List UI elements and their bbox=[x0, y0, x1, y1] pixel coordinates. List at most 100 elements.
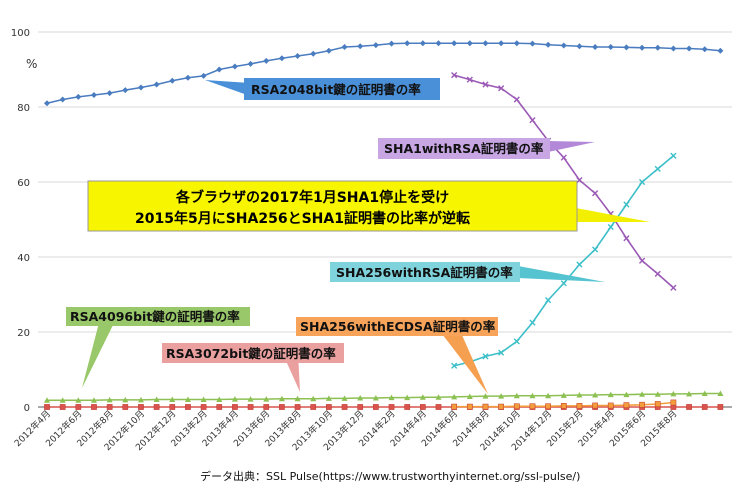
callout-rsa2048-label: RSA2048bit鍵の証明書の率 bbox=[251, 82, 421, 97]
y-tick-label: 20 bbox=[17, 328, 30, 339]
callout-sha256rsa-pointer bbox=[518, 266, 605, 282]
data-point bbox=[341, 395, 348, 401]
data-point bbox=[639, 401, 645, 408]
annotation-line-2: 2015年5月にSHA256とSHA1証明書の比率が逆転 bbox=[135, 210, 470, 227]
data-point bbox=[576, 43, 583, 50]
data-point bbox=[513, 40, 520, 47]
data-point bbox=[545, 297, 552, 304]
callout-rsa4096-label: RSA4096bit鍵の証明書の率 bbox=[70, 309, 240, 324]
data-point bbox=[419, 394, 426, 400]
data-point bbox=[404, 40, 411, 47]
data-point bbox=[185, 404, 191, 410]
data-point bbox=[623, 201, 630, 208]
data-point bbox=[44, 397, 50, 403]
annotation-reversal: 各ブラウザの2017年1月SHA1停止を受け 2015年5月にSHA256とSH… bbox=[87, 180, 650, 232]
data-point bbox=[404, 404, 411, 410]
data-point bbox=[576, 392, 583, 398]
data-point bbox=[545, 392, 552, 399]
data-point bbox=[607, 223, 614, 231]
data-point bbox=[325, 395, 332, 401]
data-point bbox=[372, 395, 379, 401]
data-point bbox=[372, 42, 379, 49]
data-point bbox=[576, 261, 583, 268]
data-point bbox=[576, 403, 583, 409]
data-point bbox=[560, 280, 567, 287]
data-point bbox=[137, 84, 144, 91]
data-point bbox=[545, 41, 552, 48]
data-point bbox=[310, 50, 317, 57]
data-point bbox=[607, 402, 614, 409]
data-point bbox=[357, 404, 364, 410]
data-point bbox=[232, 404, 238, 410]
data-point bbox=[686, 45, 693, 52]
data-point bbox=[200, 396, 207, 402]
data-point bbox=[169, 77, 176, 84]
x-axis: 2012年4月2012年6月2012年8月2012年10月2012年12月201… bbox=[12, 408, 680, 454]
series-line bbox=[47, 392, 721, 402]
data-point bbox=[294, 395, 301, 402]
data-point bbox=[466, 40, 473, 47]
data-point bbox=[607, 391, 614, 398]
data-point bbox=[106, 396, 113, 403]
data-point bbox=[623, 391, 630, 398]
data-point bbox=[106, 90, 113, 97]
data-point bbox=[263, 396, 270, 402]
data-point bbox=[122, 396, 129, 403]
source-note: データ出典：SSL Pulse(https://www.trustworthyi… bbox=[200, 469, 580, 483]
data-point bbox=[357, 43, 364, 50]
data-point bbox=[216, 396, 223, 402]
data-point bbox=[592, 190, 599, 197]
data-point bbox=[466, 76, 473, 83]
data-point bbox=[200, 404, 207, 410]
data-point bbox=[435, 404, 442, 410]
data-point bbox=[326, 404, 332, 410]
data-point bbox=[59, 397, 66, 403]
data-point bbox=[278, 55, 285, 62]
series-0 bbox=[44, 40, 724, 107]
data-point bbox=[717, 404, 724, 410]
data-point bbox=[435, 394, 442, 400]
data-point bbox=[654, 165, 661, 172]
y-tick-label: 40 bbox=[17, 253, 30, 264]
data-point bbox=[216, 66, 223, 73]
data-point bbox=[576, 177, 583, 184]
data-point bbox=[278, 395, 285, 402]
series-3 bbox=[44, 390, 724, 403]
annotation-reversal-box bbox=[87, 180, 578, 232]
data-point bbox=[529, 117, 536, 124]
data-point bbox=[654, 391, 661, 397]
data-point bbox=[310, 395, 317, 402]
data-point bbox=[90, 92, 97, 98]
series-1 bbox=[451, 72, 677, 291]
data-point bbox=[106, 404, 113, 410]
data-point bbox=[451, 393, 458, 400]
data-point bbox=[90, 397, 97, 403]
callout-sha256rsa-box bbox=[330, 262, 520, 282]
data-point bbox=[451, 72, 458, 79]
callout-sha1: SHA1withRSA証明書の率 bbox=[378, 138, 595, 159]
data-point bbox=[717, 47, 724, 54]
data-point bbox=[122, 87, 129, 94]
data-point bbox=[44, 100, 50, 107]
data-point bbox=[513, 96, 520, 103]
callout-sha256rsa: SHA256withRSA証明書の率 bbox=[330, 262, 605, 282]
data-point bbox=[294, 404, 301, 410]
data-point bbox=[670, 390, 677, 397]
data-point bbox=[466, 393, 473, 399]
data-point bbox=[138, 404, 144, 410]
data-point bbox=[482, 81, 489, 88]
data-point bbox=[639, 44, 646, 51]
callout-rsa3072-label: RSA3072bit鍵の証明書の率 bbox=[166, 346, 336, 361]
data-point bbox=[419, 40, 426, 47]
data-point bbox=[529, 403, 536, 410]
data-point bbox=[153, 81, 160, 88]
callout-rsa3072: RSA3072bit鍵の証明書の率 bbox=[162, 343, 344, 392]
data-point bbox=[592, 44, 599, 50]
data-point bbox=[216, 404, 223, 410]
data-point bbox=[247, 396, 254, 402]
data-point bbox=[153, 404, 160, 410]
data-point bbox=[560, 392, 567, 398]
data-point bbox=[44, 404, 50, 410]
data-point bbox=[717, 390, 724, 396]
